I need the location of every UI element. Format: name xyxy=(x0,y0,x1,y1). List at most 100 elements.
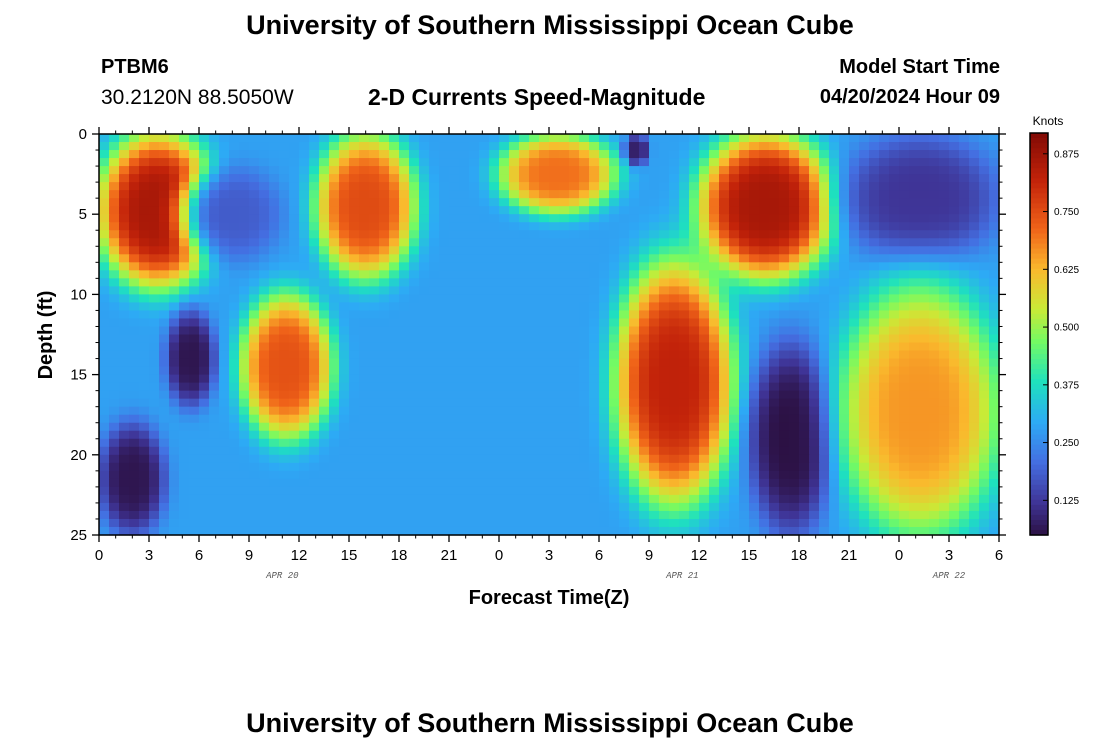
heatmap-cell xyxy=(219,142,230,151)
heatmap-cell xyxy=(429,222,440,231)
heatmap-cell xyxy=(669,382,680,392)
heatmap-cell xyxy=(719,214,730,223)
heatmap-cell xyxy=(309,414,320,424)
heatmap-cell xyxy=(689,134,700,143)
heatmap-cell xyxy=(189,150,200,159)
heatmap-cell xyxy=(799,502,810,512)
heatmap-cell xyxy=(929,486,940,496)
heatmap-cell xyxy=(259,342,270,352)
heatmap-cell xyxy=(269,302,280,312)
heatmap-cell xyxy=(349,302,360,312)
heatmap-cell xyxy=(699,510,710,520)
heatmap-cell xyxy=(599,366,610,376)
heatmap-cell xyxy=(129,246,140,255)
heatmap-cell xyxy=(909,494,920,504)
heatmap-cell xyxy=(459,342,470,352)
heatmap-cell xyxy=(469,158,480,167)
heatmap-cell xyxy=(809,414,820,424)
heatmap-cell xyxy=(729,278,740,287)
heatmap-cell xyxy=(499,430,510,440)
colorbar-segment xyxy=(1030,499,1048,506)
heatmap-cell xyxy=(569,198,580,207)
heatmap-cell xyxy=(849,398,860,408)
heatmap-cell xyxy=(769,350,780,360)
heatmap-cell xyxy=(549,454,560,464)
heatmap-cell xyxy=(639,494,650,504)
heatmap-cell xyxy=(99,206,110,215)
heatmap-cell xyxy=(169,166,180,175)
heatmap-cell xyxy=(639,278,650,287)
heatmap-cell xyxy=(559,406,570,416)
heatmap-cell xyxy=(759,462,770,472)
heatmap-cell xyxy=(739,206,750,215)
heatmap-cell xyxy=(959,198,970,207)
heatmap-cell xyxy=(639,422,650,432)
heatmap-cell xyxy=(429,174,440,183)
heatmap-cell xyxy=(129,214,140,223)
heatmap-cell xyxy=(619,214,630,223)
heatmap-cell xyxy=(639,414,650,424)
colorbar-segment xyxy=(1030,243,1048,250)
heatmap-cell xyxy=(189,166,200,175)
heatmap-cell xyxy=(719,190,730,199)
heatmap-cell xyxy=(609,302,620,312)
heatmap-cell xyxy=(689,526,700,536)
heatmap-cell xyxy=(149,510,160,520)
heatmap-cell xyxy=(169,398,180,408)
heatmap-cell xyxy=(749,166,760,175)
heatmap-cell xyxy=(929,406,940,416)
heatmap-cell xyxy=(199,158,210,167)
heatmap-cell xyxy=(829,278,840,287)
heatmap-cell xyxy=(719,462,730,472)
heatmap-cell xyxy=(519,438,530,448)
heatmap-cell xyxy=(179,222,190,231)
heatmap-cell xyxy=(359,230,370,239)
colorbar-segment xyxy=(1030,283,1048,290)
heatmap-cell xyxy=(799,446,810,456)
heatmap-cell xyxy=(769,446,780,456)
heatmap-cell xyxy=(619,134,630,143)
heatmap-cell xyxy=(549,494,560,504)
heatmap-cell xyxy=(559,438,570,448)
heatmap-cell xyxy=(639,334,650,344)
heatmap-cell xyxy=(849,166,860,175)
heatmap-cell xyxy=(139,238,150,247)
heatmap-cell xyxy=(819,350,830,360)
heatmap-cell xyxy=(729,510,740,520)
heatmap-cell xyxy=(159,358,170,368)
heatmap-cell xyxy=(649,142,660,151)
heatmap-cell xyxy=(989,150,1000,159)
heatmap-cell xyxy=(709,198,720,207)
heatmap-cell xyxy=(409,462,420,472)
heatmap-cell xyxy=(229,350,240,360)
heatmap-cell xyxy=(119,518,130,528)
heatmap-cell xyxy=(719,478,730,488)
heatmap-cell xyxy=(479,390,490,400)
heatmap-cell xyxy=(719,142,730,151)
heatmap-cell xyxy=(379,270,390,279)
heatmap-cell xyxy=(979,526,990,536)
heatmap-cell xyxy=(709,502,720,512)
heatmap-cell xyxy=(239,390,250,400)
heatmap-cell xyxy=(829,342,840,352)
heatmap-cell xyxy=(889,230,900,239)
x-tick-label: 12 xyxy=(291,547,308,564)
heatmap-cell xyxy=(909,406,920,416)
heatmap-cell xyxy=(849,254,860,263)
heatmap-cell xyxy=(509,318,520,328)
heatmap-cell xyxy=(799,342,810,352)
heatmap-cell xyxy=(849,414,860,424)
heatmap-cell xyxy=(399,462,410,472)
heatmap-cell xyxy=(509,262,520,271)
heatmap-cell xyxy=(699,302,710,312)
heatmap-cell xyxy=(719,374,730,384)
heatmap-cell xyxy=(879,430,890,440)
heatmap-cell xyxy=(429,190,440,199)
heatmap-cell xyxy=(649,310,660,320)
heatmap-cell xyxy=(439,366,450,376)
heatmap-cell xyxy=(989,294,1000,304)
heatmap-cell xyxy=(889,150,900,159)
heatmap-cell xyxy=(199,518,210,528)
heatmap-cell xyxy=(199,486,210,496)
heatmap-cell xyxy=(209,254,220,263)
